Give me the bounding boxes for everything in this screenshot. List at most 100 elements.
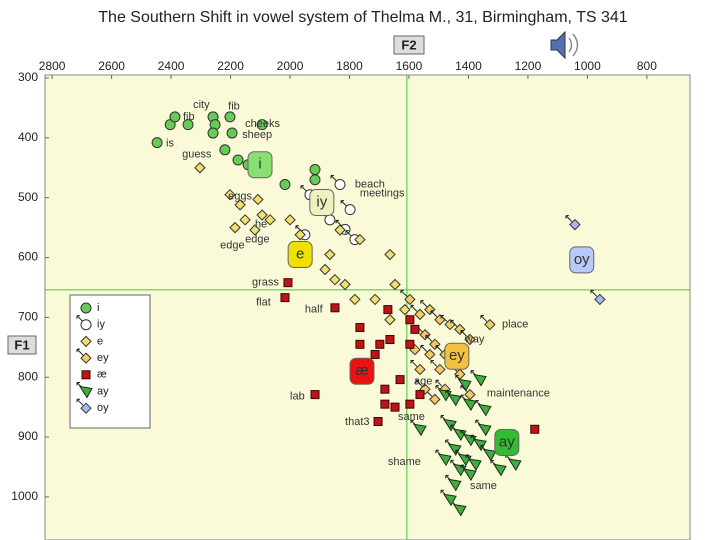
marker-arrow: [435, 344, 443, 352]
legend-marker: [81, 370, 91, 380]
data-point: [294, 229, 306, 241]
y-tick-label: 600: [18, 250, 38, 264]
legend-marker: [80, 402, 92, 414]
data-point: [415, 390, 425, 400]
annotation: shame: [388, 456, 421, 468]
data-point: [414, 308, 426, 321]
marker-arrow: [415, 379, 423, 387]
y-tick-label: 900: [18, 429, 38, 443]
annotation: he: [255, 219, 267, 231]
data-point: [462, 398, 477, 412]
data-point: [370, 349, 380, 359]
annotation: way: [464, 333, 485, 345]
data-point: [284, 214, 296, 226]
plot-area: [44, 74, 691, 540]
x-tick-label: 1200: [515, 59, 542, 73]
marker-arrow: [440, 315, 448, 322]
data-point: [224, 188, 236, 201]
marker-arrow: [330, 175, 338, 182]
legend-label: ay: [97, 385, 109, 397]
legend-marker: [80, 335, 92, 348]
marker-arrow: [430, 310, 438, 318]
legend-marker: [80, 302, 92, 314]
data-point: [594, 293, 606, 306]
annotation: edge: [220, 239, 244, 251]
mean-label: ey: [449, 347, 465, 364]
data-point: [279, 179, 291, 191]
data-point: [405, 399, 415, 409]
data-point: [151, 137, 163, 149]
data-point: [467, 458, 482, 471]
y-tick-label: 1000: [11, 489, 38, 503]
data-point: [280, 293, 290, 303]
marker-arrow: [420, 300, 428, 307]
x-tick-label: 2400: [158, 59, 185, 73]
data-point: [324, 214, 336, 226]
data-point: [452, 503, 467, 517]
annotation: same: [398, 411, 425, 423]
data-point: [405, 339, 415, 349]
mean-box: [349, 357, 375, 385]
data-point: [385, 335, 395, 345]
data-point: [309, 164, 321, 176]
speaker-waves[interactable]: [568, 33, 579, 57]
marker-arrow: [450, 319, 458, 327]
mean-label: iy: [316, 193, 327, 210]
annotation: age: [414, 375, 432, 387]
data-point: [252, 193, 264, 206]
x-axis-label-box: [393, 35, 425, 55]
data-point: [324, 248, 336, 261]
y-tick-label: 300: [18, 70, 38, 84]
annotation: fib: [183, 111, 195, 123]
mean-box: [569, 246, 595, 274]
legend-label: ey: [97, 352, 109, 364]
data-point: [530, 424, 540, 434]
x-tick-label: 1000: [574, 59, 601, 73]
mean-label: oy: [574, 251, 590, 268]
data-point: [319, 263, 331, 276]
data-point: [569, 218, 581, 231]
data-point: [226, 127, 238, 139]
data-point: [354, 233, 366, 246]
data-point: [464, 388, 476, 401]
y-axis-label-box: [7, 335, 37, 355]
marker-arrow: [76, 315, 84, 323]
data-point: [182, 119, 194, 131]
data-point: [447, 393, 462, 407]
marker-arrow: [345, 230, 353, 237]
marker-arrow: [76, 348, 84, 356]
marker-arrow: [425, 334, 433, 342]
data-point: [232, 154, 244, 166]
data-point: [373, 417, 383, 427]
data-point: [164, 119, 176, 131]
annotation: city: [193, 99, 210, 111]
data-point: [256, 119, 268, 131]
annotation: sheep: [242, 129, 272, 141]
data-point: [207, 127, 219, 139]
annotation: same: [470, 480, 497, 492]
annotation: grass: [252, 277, 279, 289]
annotation: eggs: [228, 190, 252, 202]
data-point: [224, 111, 236, 123]
mean-box: [309, 188, 335, 216]
annotation: meetings: [360, 187, 405, 199]
data-point: [349, 293, 361, 306]
annotation: place: [502, 318, 528, 330]
marker-arrow: [340, 200, 348, 208]
data-point: [229, 221, 241, 234]
data-point: [482, 448, 497, 462]
data-point: [404, 293, 416, 306]
annotation: cheeks: [245, 118, 280, 130]
data-point: [330, 303, 340, 313]
legend-marker: [80, 352, 92, 364]
marker-arrow: [435, 379, 443, 387]
data-point: [339, 278, 351, 291]
data-point: [434, 363, 446, 376]
speaker-icon[interactable]: [550, 30, 579, 60]
data-point: [249, 224, 261, 236]
speaker-body[interactable]: [550, 30, 566, 60]
x-tick-label: 2200: [217, 59, 244, 73]
data-point: [283, 278, 293, 288]
data-point: [454, 323, 466, 336]
